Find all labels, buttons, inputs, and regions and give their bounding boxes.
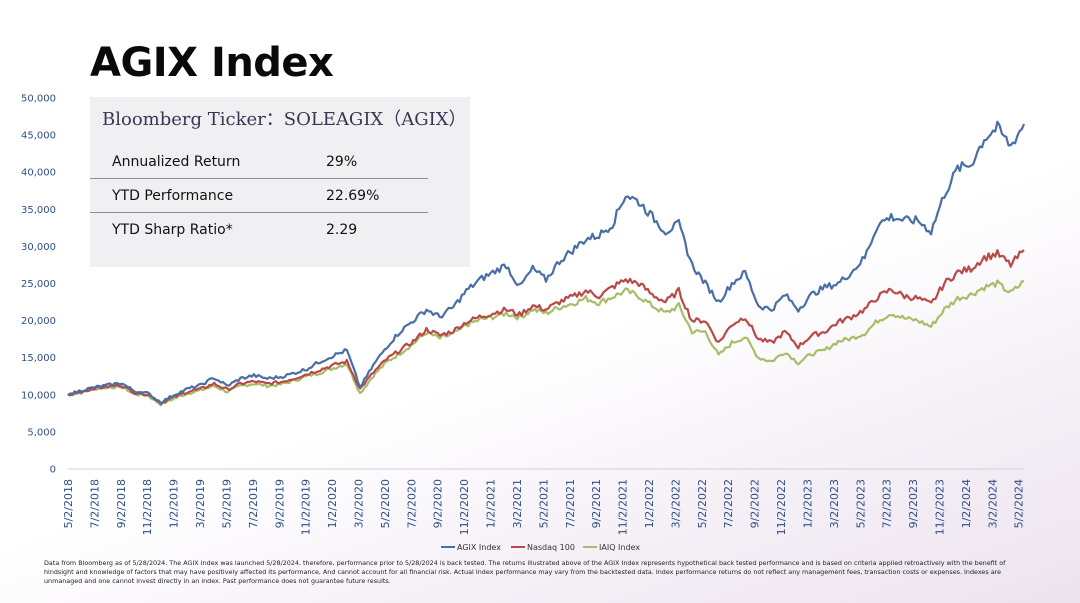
y-tick-label: 25,000 (21, 279, 56, 290)
x-tick-label: 1/2/2023 (801, 479, 814, 528)
stats-table: Annualized Return 29% YTD Performance 22… (90, 145, 428, 246)
x-tick-label: 9/2/2023 (907, 479, 920, 528)
x-tick-label: 5/2/2020 (379, 479, 392, 528)
legend-label: AGIX Index (457, 543, 501, 552)
x-tick-label: 7/2/2019 (247, 479, 260, 528)
x-tick-label: 5/2/2021 (537, 479, 550, 528)
x-tick-label: 1/2/2021 (485, 479, 498, 528)
x-tick-label: 9/2/2022 (749, 479, 762, 528)
y-tick-label: 5,000 (27, 427, 56, 438)
x-tick-label: 3/2/2024 (986, 479, 999, 528)
x-tick-label: 3/2/2023 (828, 479, 841, 528)
legend-label: IAIQ Index (599, 543, 640, 552)
x-tick-label: 9/2/2018 (115, 479, 128, 528)
page-title: AGIX Index (90, 40, 334, 86)
x-tick-label: 3/2/2021 (511, 479, 524, 528)
x-tick-label: 3/2/2022 (669, 479, 682, 528)
chart-legend: AGIX Index Nasdaq 100 IAIQ Index (441, 543, 640, 552)
stats-row-annualized-return: Annualized Return 29% (90, 145, 428, 179)
x-tick-label: 7/2/2018 (88, 479, 101, 528)
x-tick-label: 7/2/2021 (564, 479, 577, 528)
y-tick-label: 50,000 (21, 94, 56, 105)
x-tick-label: 7/2/2022 (722, 479, 735, 528)
x-tick-label: 1/2/2019 (168, 479, 181, 528)
x-tick-label: 11/2/2019 (300, 479, 313, 535)
y-tick-label: 0 (50, 465, 56, 476)
stats-row-ytd-performance: YTD Performance 22.69% (90, 178, 428, 213)
x-tick-label: 5/2/2018 (62, 479, 75, 528)
x-tick-label: 9/2/2019 (273, 479, 286, 528)
y-axis: 0 5,000 10,000 15,000 20,000 25,000 30,000 35,0… (21, 94, 56, 476)
disclaimer-footnote: Data from Bloomberg as of 5/28/2024. The… (44, 559, 1006, 585)
legend-label: Nasdaq 100 (527, 543, 575, 552)
bloomberg-ticker-label: Bloomberg Ticker：SOLEAGIX（AGIX） (102, 109, 467, 130)
y-tick-label: 10,000 (21, 390, 56, 401)
y-tick-label: 30,000 (21, 242, 56, 253)
x-tick-label: 9/2/2021 (590, 479, 603, 528)
x-tick-label: 7/2/2020 (405, 479, 418, 528)
stats-label: Annualized Return (112, 153, 241, 170)
x-tick-label: 11/2/2022 (775, 479, 788, 535)
y-tick-label: 20,000 (21, 316, 56, 327)
y-tick-label: 45,000 (21, 131, 56, 142)
stats-row-ytd-sharp-ratio: YTD Sharp Ratio* 2.29 (90, 212, 428, 246)
x-tick-label: 1/2/2022 (643, 479, 656, 528)
x-tick-label: 5/2/2024 (1013, 479, 1026, 528)
x-tick-label: 11/2/2020 (458, 479, 471, 535)
series-lines (67, 120, 1026, 407)
x-tick-label: 11/2/2021 (617, 479, 630, 535)
series-line (67, 279, 1025, 407)
stats-value: 29% (326, 153, 358, 170)
stats-value: 22.69% (290, 178, 428, 213)
stats-label: YTD Sharp Ratio* (90, 212, 290, 246)
x-tick-label: 11/2/2023 (933, 479, 946, 535)
y-tick-label: 35,000 (21, 205, 56, 216)
x-tick-label: 3/2/2020 (352, 479, 365, 528)
x-tick-label: 11/2/2018 (141, 479, 154, 535)
x-tick-label: 5/2/2019 (220, 479, 233, 528)
x-tick-label: 1/2/2024 (960, 479, 973, 528)
series-line (67, 120, 1026, 405)
y-tick-label: 15,000 (21, 353, 56, 364)
x-tick-label: 1/2/2020 (326, 479, 339, 528)
x-tick-label: 5/2/2023 (854, 479, 867, 528)
stats-label: YTD Performance (90, 178, 290, 213)
stats-value: 2.29 (290, 212, 428, 246)
ticker-info-box: Bloomberg Ticker：SOLEAGIX（AGIX） Annualiz… (90, 97, 470, 267)
x-tick-label: 5/2/2022 (696, 479, 709, 528)
series-line (67, 249, 1025, 405)
x-axis: 5/2/2018 7/2/2018 9/2/2018 11/2/2018 1/2/201… (62, 479, 1026, 535)
y-tick-label: 40,000 (21, 168, 56, 179)
x-tick-label: 9/2/2020 (432, 479, 445, 528)
x-tick-label: 7/2/2023 (881, 479, 894, 528)
x-tick-label: 3/2/2019 (194, 479, 207, 528)
